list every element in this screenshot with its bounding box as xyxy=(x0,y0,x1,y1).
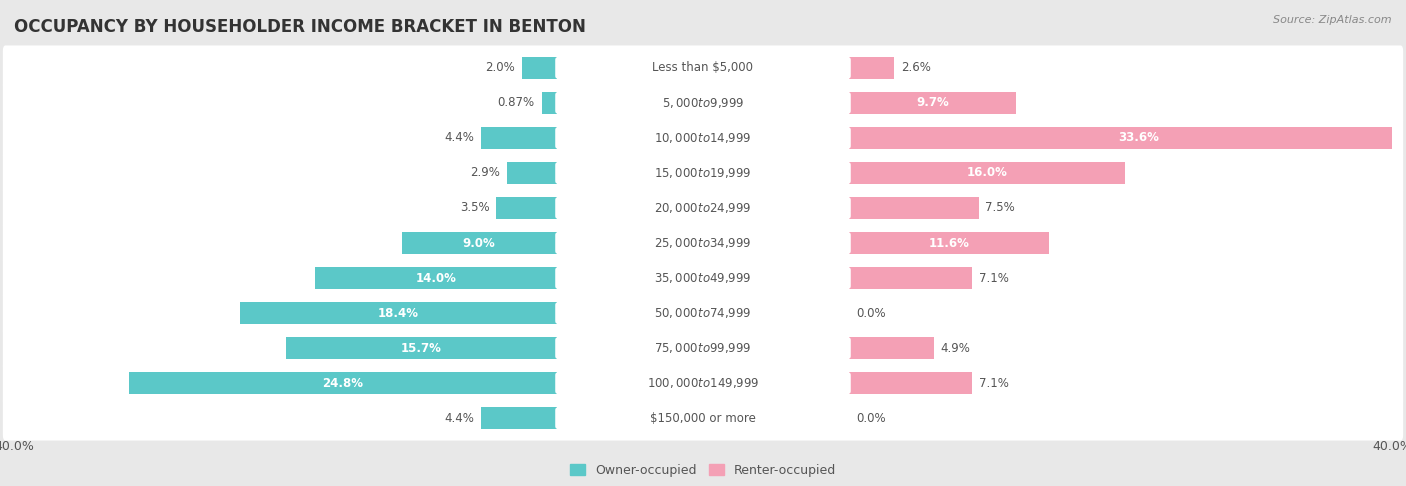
Text: 24.8%: 24.8% xyxy=(322,377,364,390)
FancyBboxPatch shape xyxy=(3,116,1403,160)
FancyBboxPatch shape xyxy=(3,46,1403,90)
Text: $150,000 or more: $150,000 or more xyxy=(650,412,756,425)
Text: 40.0%: 40.0% xyxy=(0,440,34,453)
Text: $10,000 to $14,999: $10,000 to $14,999 xyxy=(654,131,752,145)
Bar xyxy=(287,337,557,359)
Text: 0.0%: 0.0% xyxy=(856,307,886,320)
Text: 4.9%: 4.9% xyxy=(941,342,970,355)
Text: 40.0%: 40.0% xyxy=(1372,440,1406,453)
Text: 2.6%: 2.6% xyxy=(901,61,931,74)
FancyBboxPatch shape xyxy=(555,57,851,78)
Text: 18.4%: 18.4% xyxy=(378,307,419,320)
Bar xyxy=(239,302,557,324)
Text: 7.1%: 7.1% xyxy=(979,377,1008,390)
Text: 7.5%: 7.5% xyxy=(986,202,1015,214)
Bar xyxy=(849,372,972,394)
FancyBboxPatch shape xyxy=(3,81,1403,125)
FancyBboxPatch shape xyxy=(555,267,851,289)
Text: 33.6%: 33.6% xyxy=(1118,131,1159,144)
Bar xyxy=(849,57,894,79)
FancyBboxPatch shape xyxy=(555,92,851,113)
Text: 0.87%: 0.87% xyxy=(498,96,534,109)
Text: 14.0%: 14.0% xyxy=(416,272,457,284)
Text: 7.1%: 7.1% xyxy=(979,272,1008,284)
FancyBboxPatch shape xyxy=(3,361,1403,405)
FancyBboxPatch shape xyxy=(555,162,851,183)
Text: 0.0%: 0.0% xyxy=(856,412,886,425)
FancyBboxPatch shape xyxy=(3,256,1403,300)
Bar xyxy=(849,267,972,289)
Text: 4.4%: 4.4% xyxy=(444,412,474,425)
Text: 2.9%: 2.9% xyxy=(470,166,499,179)
Text: 3.5%: 3.5% xyxy=(460,202,489,214)
Bar xyxy=(522,57,557,79)
Text: 4.4%: 4.4% xyxy=(444,131,474,144)
FancyBboxPatch shape xyxy=(555,303,851,324)
FancyBboxPatch shape xyxy=(3,221,1403,265)
Text: $20,000 to $24,999: $20,000 to $24,999 xyxy=(654,201,752,215)
FancyBboxPatch shape xyxy=(3,186,1403,230)
FancyBboxPatch shape xyxy=(555,338,851,359)
FancyBboxPatch shape xyxy=(555,127,851,148)
Text: 9.0%: 9.0% xyxy=(463,237,495,249)
FancyBboxPatch shape xyxy=(555,408,851,429)
Text: $50,000 to $74,999: $50,000 to $74,999 xyxy=(654,306,752,320)
Text: 11.6%: 11.6% xyxy=(929,237,970,249)
Text: 9.7%: 9.7% xyxy=(917,96,949,109)
Legend: Owner-occupied, Renter-occupied: Owner-occupied, Renter-occupied xyxy=(565,459,841,482)
Bar xyxy=(129,372,557,394)
Bar xyxy=(849,197,979,219)
Bar xyxy=(496,197,557,219)
Bar xyxy=(506,162,557,184)
Bar xyxy=(402,232,557,254)
Bar xyxy=(849,337,934,359)
Bar xyxy=(849,162,1125,184)
Text: 15.7%: 15.7% xyxy=(401,342,441,355)
FancyBboxPatch shape xyxy=(555,373,851,394)
Bar xyxy=(849,92,1017,114)
Text: Less than $5,000: Less than $5,000 xyxy=(652,61,754,74)
FancyBboxPatch shape xyxy=(3,291,1403,335)
FancyBboxPatch shape xyxy=(3,396,1403,440)
Text: $15,000 to $19,999: $15,000 to $19,999 xyxy=(654,166,752,180)
Bar xyxy=(849,232,1049,254)
Text: Source: ZipAtlas.com: Source: ZipAtlas.com xyxy=(1274,15,1392,25)
Bar xyxy=(481,127,557,149)
FancyBboxPatch shape xyxy=(555,232,851,254)
Text: OCCUPANCY BY HOUSEHOLDER INCOME BRACKET IN BENTON: OCCUPANCY BY HOUSEHOLDER INCOME BRACKET … xyxy=(14,18,586,36)
Bar xyxy=(315,267,557,289)
Bar xyxy=(481,407,557,429)
Text: 16.0%: 16.0% xyxy=(967,166,1008,179)
Bar xyxy=(849,127,1406,149)
FancyBboxPatch shape xyxy=(555,197,851,219)
Text: $75,000 to $99,999: $75,000 to $99,999 xyxy=(654,341,752,355)
Text: $100,000 to $149,999: $100,000 to $149,999 xyxy=(647,376,759,390)
Bar xyxy=(541,92,557,114)
FancyBboxPatch shape xyxy=(3,326,1403,370)
Text: $5,000 to $9,999: $5,000 to $9,999 xyxy=(662,96,744,110)
Text: $25,000 to $34,999: $25,000 to $34,999 xyxy=(654,236,752,250)
Text: $35,000 to $49,999: $35,000 to $49,999 xyxy=(654,271,752,285)
FancyBboxPatch shape xyxy=(3,151,1403,195)
Text: 2.0%: 2.0% xyxy=(485,61,515,74)
